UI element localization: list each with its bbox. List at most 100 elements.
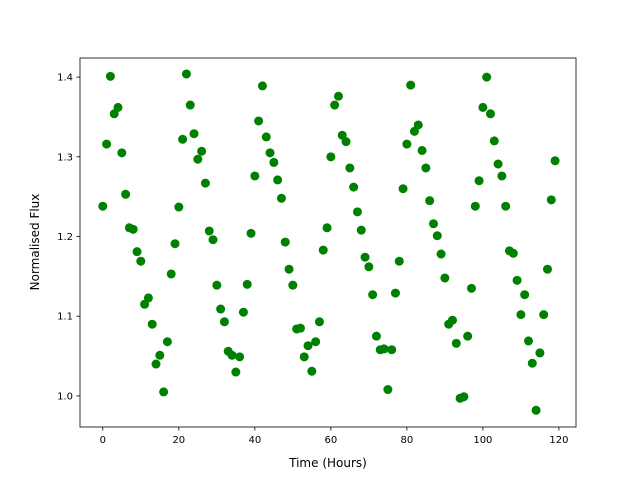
data-point <box>531 405 541 415</box>
data-point <box>288 280 298 290</box>
data-point <box>398 184 408 194</box>
data-point <box>311 337 321 347</box>
data-point <box>166 269 176 279</box>
data-point <box>242 279 252 289</box>
data-point <box>356 225 366 235</box>
data-point <box>368 290 378 300</box>
data-point <box>257 81 267 91</box>
data-point <box>546 195 556 205</box>
data-point <box>360 252 370 262</box>
data-point <box>102 139 112 149</box>
data-point <box>185 100 195 110</box>
data-point <box>402 139 412 149</box>
data-point <box>417 145 427 155</box>
axes-frame <box>79 57 577 428</box>
data-point <box>155 350 165 360</box>
data-point <box>520 290 530 300</box>
data-point <box>406 80 416 90</box>
data-point <box>428 219 438 229</box>
data-point <box>238 307 248 317</box>
data-point <box>265 148 275 158</box>
data-point <box>478 102 488 112</box>
data-point <box>200 178 210 188</box>
data-point <box>147 319 157 329</box>
data-point <box>550 156 560 166</box>
data-point <box>314 317 324 327</box>
data-point <box>326 152 336 162</box>
data-point <box>284 264 294 274</box>
y-tick-label: 1.0 <box>57 391 73 402</box>
data-point <box>330 100 340 110</box>
data-point <box>390 288 400 298</box>
data-point <box>170 239 180 249</box>
data-point <box>539 310 549 320</box>
data-point <box>273 175 283 185</box>
data-point <box>352 207 362 217</box>
data-point <box>303 341 313 351</box>
data-point <box>208 235 218 245</box>
data-point <box>451 338 461 348</box>
data-point <box>542 264 552 274</box>
x-tick-label: 0 <box>100 435 106 446</box>
data-point <box>459 392 469 402</box>
data-point <box>189 129 199 139</box>
data-point <box>322 223 332 233</box>
data-point <box>235 352 245 362</box>
data-point <box>527 358 537 368</box>
data-point <box>516 310 526 320</box>
data-point <box>299 352 309 362</box>
y-axis: 1.0 1.1 1.2 1.3 1.4 <box>57 73 80 402</box>
data-point <box>121 189 131 199</box>
x-axis: 0 20 40 60 80 100 120 <box>100 427 568 446</box>
data-point <box>162 337 172 347</box>
x-tick-label: 80 <box>400 435 413 446</box>
data-point <box>128 224 138 234</box>
data-point <box>151 359 161 369</box>
data-point <box>508 248 518 258</box>
data-point <box>178 134 188 144</box>
data-point <box>345 163 355 173</box>
data-point <box>413 120 423 130</box>
y-tick-label: 1.4 <box>57 73 73 84</box>
data-point <box>341 137 351 147</box>
data-point <box>269 157 279 167</box>
y-tick-label: 1.3 <box>57 152 73 163</box>
x-tick-label: 40 <box>248 435 261 446</box>
data-point <box>318 245 328 255</box>
data-point <box>159 387 169 397</box>
x-tick-label: 120 <box>549 435 568 446</box>
data-point <box>447 315 457 325</box>
data-point <box>250 171 260 181</box>
data-point <box>394 256 404 266</box>
data-point <box>383 385 393 395</box>
data-point <box>246 228 256 238</box>
data-point <box>371 331 381 341</box>
data-point <box>512 275 522 285</box>
data-point <box>276 193 286 203</box>
data-point <box>501 201 511 211</box>
data-point <box>216 304 226 314</box>
data-point <box>535 348 545 358</box>
data-point <box>197 146 207 156</box>
data-point <box>212 280 222 290</box>
data-point <box>474 176 484 186</box>
data-point <box>174 202 184 212</box>
y-tick-label: 1.1 <box>57 312 73 323</box>
data-point <box>425 196 435 206</box>
data-point <box>117 148 127 158</box>
data-point <box>227 350 237 360</box>
data-point <box>489 136 499 146</box>
data-point <box>193 154 203 164</box>
x-tick-label: 60 <box>324 435 337 446</box>
data-point <box>523 336 533 346</box>
data-point <box>231 367 241 377</box>
data-point <box>485 109 495 119</box>
data-point <box>493 159 503 169</box>
data-point <box>466 283 476 293</box>
data-point <box>432 231 442 241</box>
data-point <box>497 171 507 181</box>
data-point <box>219 317 229 327</box>
data-point <box>349 182 359 192</box>
